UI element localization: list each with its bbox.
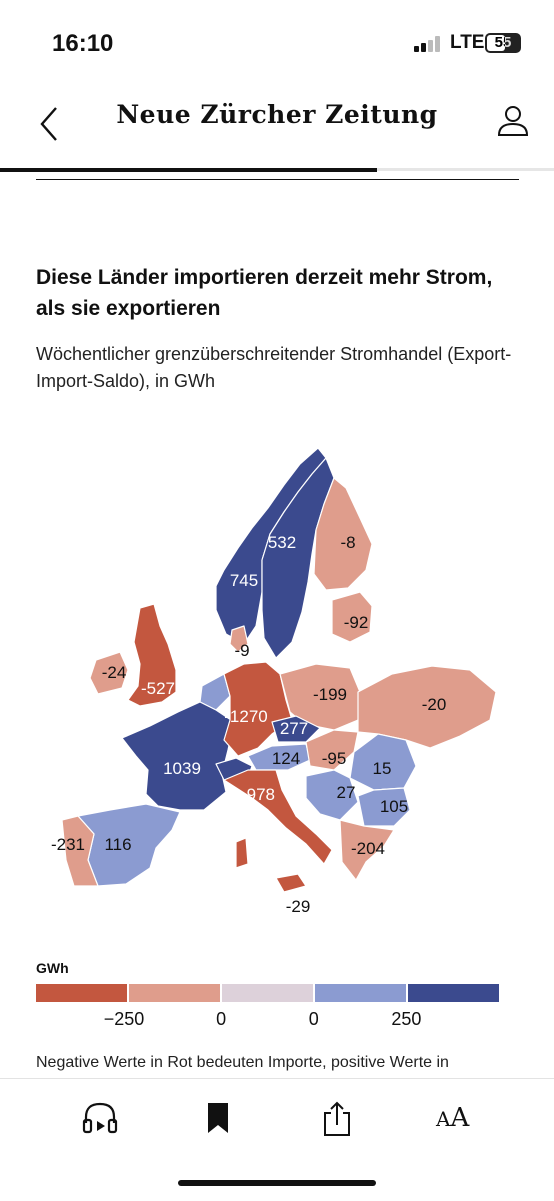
legend-export <box>315 984 408 1002</box>
label-hungary: -95 <box>322 749 347 768</box>
region-sicily <box>275 873 307 893</box>
divider <box>36 179 519 180</box>
region-denmark <box>229 625 249 653</box>
chart-note: Negative Werte in Rot bedeuten Importe, … <box>36 1054 449 1071</box>
label-romania: 15 <box>373 759 392 778</box>
region-serbia <box>305 769 359 821</box>
legend-title: GWh <box>36 960 69 976</box>
legend-strong-export <box>408 984 499 1002</box>
signal-icon <box>414 36 440 52</box>
legend-import <box>129 984 222 1002</box>
app-header: Neue Zürcher Zeitung <box>0 88 554 164</box>
back-chevron-icon[interactable] <box>36 104 62 144</box>
label-spain: 116 <box>104 835 131 854</box>
status-bar: 16:10 LTE 55 <box>0 0 554 80</box>
region-italy <box>223 769 333 865</box>
label-norway: 745 <box>230 571 258 590</box>
battery-indicator: 55 <box>485 33 521 53</box>
home-indicator <box>178 1180 376 1186</box>
chart-subtitle: Wöchentlicher grenzüberschreitender Stro… <box>36 344 512 391</box>
text-size-button[interactable]: AA <box>436 1103 470 1133</box>
region-greece <box>339 819 395 881</box>
legend-strong-import <box>36 984 129 1002</box>
profile-icon[interactable] <box>496 104 530 138</box>
label-italy: -978 <box>241 785 275 804</box>
region-france <box>121 701 235 811</box>
label-ukraine: -20 <box>422 695 447 714</box>
label-denmark: -9 <box>234 641 249 660</box>
region-ukraine <box>357 665 497 749</box>
region-finland <box>313 477 373 591</box>
label-austria: 124 <box>272 749 300 768</box>
legend-tick: 0 <box>308 1009 319 1029</box>
battery-level: 55 <box>494 34 512 51</box>
label-ireland: -24 <box>102 663 127 682</box>
share-icon[interactable] <box>322 1101 352 1137</box>
region-benelux <box>199 673 231 711</box>
region-czechia <box>271 715 321 743</box>
reading-progress-fill <box>0 168 377 172</box>
region-portugal <box>61 815 99 887</box>
label-baltics: -92 <box>344 613 369 632</box>
label-czechia: 277 <box>280 719 308 738</box>
label-sweden: 532 <box>268 533 296 552</box>
label-france: 1039 <box>163 759 201 778</box>
legend-neutral <box>222 984 315 1002</box>
label-poland: -199 <box>313 685 347 704</box>
label-serbia: 27 <box>337 783 356 802</box>
legend-tick: 0 <box>216 1009 227 1029</box>
label-uk: -527 <box>141 679 175 698</box>
region-sardinia <box>235 837 249 869</box>
label-portugal: -231 <box>51 835 85 854</box>
network-type: LTE <box>450 32 485 53</box>
region-baltics <box>331 591 373 643</box>
region-ireland <box>89 651 129 695</box>
legend-scale <box>36 984 499 1002</box>
status-time: 16:10 <box>52 30 114 57</box>
legend-ticks: −250 0 0 250 <box>36 1009 499 1031</box>
legend-tick: 250 <box>391 1009 422 1029</box>
headphones-icon[interactable] <box>82 1101 118 1135</box>
region-romania <box>349 733 417 791</box>
reading-progress <box>0 168 554 172</box>
brand-logo: Neue Zürcher Zeitung <box>116 100 438 129</box>
europe-map: 745 532 -8 -92 -9 -24 -527 -1270 -199 -2… <box>51 447 497 916</box>
label-germany: -1270 <box>224 707 267 726</box>
legend-tick: −250 <box>103 1009 145 1029</box>
label-finland: -8 <box>340 533 355 552</box>
label-bulgaria: 105 <box>380 797 408 816</box>
region-germany <box>223 661 293 757</box>
chart-headline: Diese Länder importieren derzeit mehr St… <box>36 266 493 320</box>
region-uk <box>127 603 177 707</box>
bookmark-icon[interactable] <box>206 1101 230 1135</box>
label-sicily: -29 <box>286 897 311 916</box>
label-greece: -204 <box>351 839 385 858</box>
